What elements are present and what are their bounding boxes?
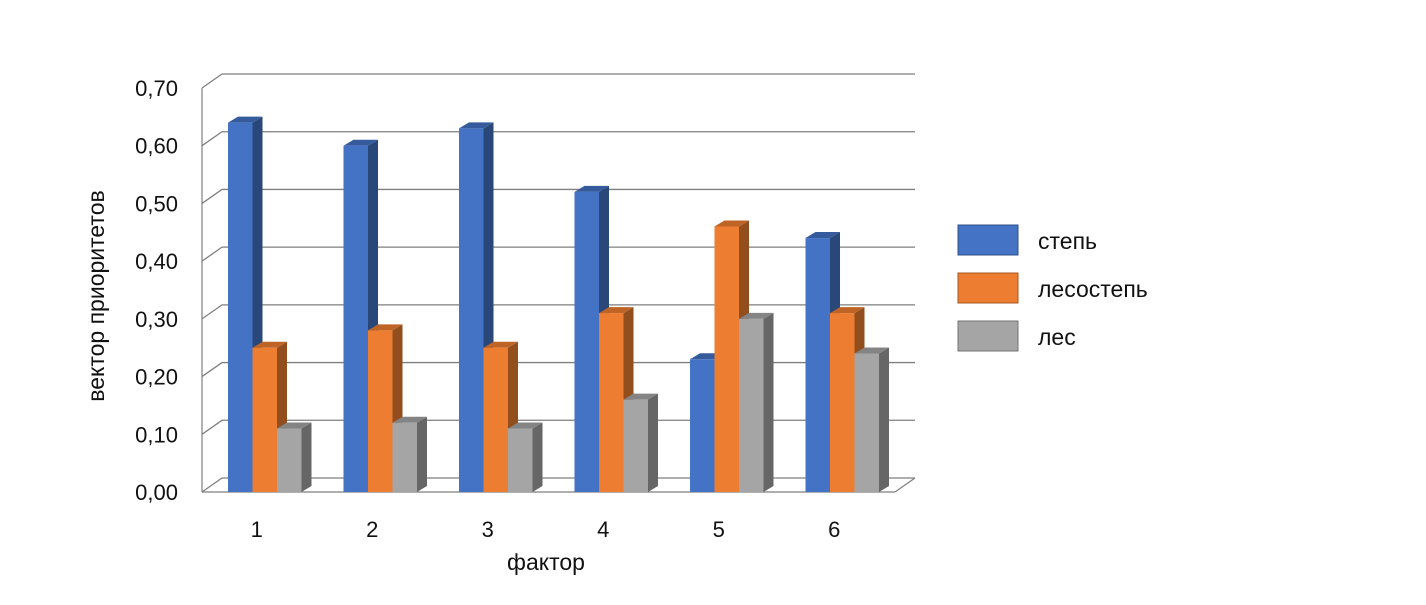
y-tick-label: 0,10 — [135, 422, 178, 447]
gridline — [201, 304, 915, 320]
bar-top-face — [830, 307, 865, 314]
bar — [623, 393, 658, 492]
bar — [739, 312, 774, 492]
x-tick-label: 1 — [251, 517, 263, 542]
bar-front-face — [252, 347, 277, 492]
bar-side-face — [879, 347, 889, 492]
y-tick-label: 0,00 — [135, 480, 178, 505]
bar — [508, 422, 543, 492]
legend-swatch — [957, 272, 1019, 304]
bar-side-face — [763, 312, 774, 492]
bar-top-face — [574, 185, 609, 192]
x-tick-label: 3 — [482, 517, 494, 542]
bar — [392, 416, 427, 492]
bar-top-face — [252, 341, 287, 348]
y-tick-label: 0,70 — [135, 76, 178, 101]
bar-top-face — [368, 324, 403, 331]
gridline — [201, 361, 915, 378]
bar — [854, 347, 889, 492]
bar-top-face — [459, 122, 494, 129]
legend-swatch — [957, 224, 1019, 256]
gridline — [201, 131, 915, 147]
bar-top-face — [739, 312, 774, 319]
bar-front-face — [690, 359, 715, 492]
y-tick-label: 0,60 — [135, 134, 178, 159]
bar-front-face — [714, 226, 739, 492]
bar-front-face — [228, 122, 253, 492]
bar — [277, 422, 312, 492]
legend-swatch — [957, 320, 1019, 352]
bar-side-face — [648, 393, 658, 492]
bar-front-face — [508, 428, 533, 492]
bar-top-face — [277, 422, 312, 429]
bar-top-face — [854, 347, 889, 354]
bar-front-face — [459, 128, 484, 492]
bar-side-face — [301, 422, 312, 492]
legend: степь лесостепь лес — [957, 224, 1148, 352]
bar-top-face — [228, 116, 263, 123]
bar-top-face — [508, 422, 543, 429]
legend-label: степь — [1038, 228, 1097, 254]
bar-front-face — [623, 399, 648, 492]
bar-front-face — [574, 191, 599, 492]
bar-front-face — [805, 238, 830, 492]
bar-front-face — [277, 428, 302, 492]
bar-top-face — [343, 139, 378, 146]
gridlines — [201, 73, 916, 493]
x-axis-title: фактор — [507, 549, 585, 575]
legend-label: лес — [1038, 324, 1076, 350]
y-axis-title: вектор приоритетов — [83, 190, 109, 401]
x-tick-label: 5 — [713, 517, 725, 542]
gridline — [201, 73, 915, 89]
gridline — [201, 477, 915, 493]
y-axis-ticks: 0,00 0,10 0,20 0,30 0,40 0,50 0,60 0,70 — [135, 76, 178, 505]
bar-top-face — [623, 393, 658, 400]
bar-front-face — [483, 347, 508, 492]
bar-front-face — [599, 313, 624, 492]
bar-top-face — [392, 416, 427, 423]
x-tick-label: 6 — [828, 517, 840, 542]
y-tick-label: 0,20 — [135, 365, 178, 390]
bar-front-face — [830, 313, 855, 492]
bar-front-face — [368, 330, 393, 492]
x-tick-label: 2 — [366, 517, 378, 542]
bar-top-face — [483, 341, 518, 348]
floor-right-edge — [894, 477, 916, 493]
x-tick-label: 4 — [597, 517, 609, 542]
x-axis-ticks: 1 2 3 4 5 6 — [251, 517, 841, 542]
bar-side-face — [532, 422, 543, 492]
bar-top-face — [714, 220, 749, 227]
gridline — [201, 419, 915, 435]
bar-side-face — [417, 416, 427, 492]
y-tick-label: 0,40 — [135, 249, 178, 274]
bar-front-face — [343, 145, 368, 492]
bar-front-face — [854, 353, 879, 492]
y-tick-label: 0,50 — [135, 191, 178, 216]
bar-front-face — [739, 318, 764, 492]
bars — [228, 116, 889, 493]
bar-top-face — [805, 232, 840, 239]
gridline — [201, 246, 915, 262]
legend-label: лесостепь — [1038, 276, 1148, 302]
gridline — [201, 188, 915, 204]
bar-front-face — [392, 422, 417, 492]
bar-top-face — [599, 307, 634, 314]
y-tick-label: 0,30 — [135, 307, 178, 332]
